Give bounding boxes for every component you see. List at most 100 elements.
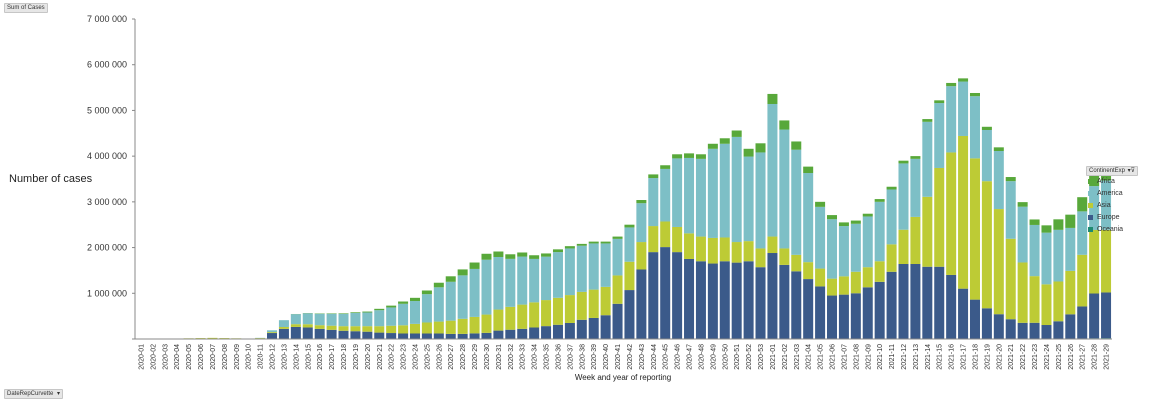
x-tick-label: 2020-01	[138, 344, 145, 370]
x-tick-label: 2020-32	[508, 344, 515, 370]
bar-america-2020-22	[386, 307, 397, 326]
bar-europe-2021-12	[898, 263, 909, 339]
bar-asia-2020-49	[707, 237, 718, 264]
bar-asia-2020-29	[469, 316, 480, 334]
bar-africa-2020-27	[445, 276, 456, 282]
bar-america-2020-17	[326, 313, 337, 326]
x-tick-label: 2020-24	[412, 344, 419, 370]
bar-america-2021-09	[862, 216, 873, 268]
bar-europe-2020-52	[743, 261, 754, 339]
bar-europe-2021-21	[1005, 319, 1016, 339]
bar-africa-2020-30	[481, 253, 492, 260]
bar-america-2021-02	[779, 129, 790, 249]
bar-america-2021-08	[850, 223, 861, 272]
y-tick-label: 6 000 000	[87, 60, 127, 70]
continent-filter-label: ContinentExp	[1089, 168, 1126, 174]
bar-asia-2020-34	[529, 302, 540, 328]
bar-asia-2021-24	[1041, 284, 1052, 326]
bar-europe-2020-15	[302, 327, 313, 339]
bar-africa-2020-48	[695, 154, 706, 159]
legend-label: Oceania	[1097, 225, 1124, 233]
bar-europe-2020-29	[469, 333, 480, 339]
bar-asia-2021-05	[815, 268, 826, 287]
bar-europe-2020-21	[374, 332, 385, 339]
date-field-button[interactable]: DateRepCurvette ▾	[4, 389, 64, 399]
y-tick-label: 2 000 000	[87, 243, 127, 253]
bar-africa-2021-17	[958, 78, 969, 82]
bar-africa-2020-33	[517, 252, 528, 257]
bar-africa-2021-10	[874, 199, 885, 202]
bar-europe-2020-36	[552, 324, 563, 339]
bar-europe-2021-19	[981, 308, 992, 339]
bar-asia-2020-38	[576, 291, 587, 320]
bar-europe-2020-38	[576, 319, 587, 339]
bar-africa-2021-19	[981, 126, 992, 130]
bar-europe-2020-46	[672, 252, 683, 339]
continent-filter-button[interactable]: ContinentExp ▾⊽	[1086, 166, 1138, 176]
bar-africa-2020-29	[469, 262, 480, 269]
bar-africa-2021-21	[1005, 177, 1016, 182]
bar-america-2020-15	[302, 313, 313, 325]
bar-africa-2021-23	[1029, 219, 1040, 225]
bar-africa-2020-38	[576, 243, 587, 246]
bar-europe-2020-49	[707, 263, 718, 339]
bar-europe-2020-19	[350, 331, 361, 339]
bar-asia-2021-12	[898, 229, 909, 264]
bar-africa-2021-08	[850, 220, 861, 224]
bar-africa-2021-12	[898, 160, 909, 164]
bar-america-2020-30	[481, 259, 492, 315]
bar-africa-2020-53	[755, 143, 766, 153]
bar-asia-2020-45	[660, 221, 671, 248]
bar-america-2020-28	[457, 275, 468, 319]
bar-america-2021-06	[827, 219, 838, 279]
bar-europe-2020-16	[314, 328, 325, 339]
x-tick-label: 2020-16	[317, 344, 324, 370]
x-tick-label: 2021-27	[1080, 344, 1087, 370]
bar-america-2020-42	[624, 227, 635, 262]
legend-swatch	[1088, 178, 1093, 184]
bar-europe-2021-25	[1053, 321, 1064, 339]
bar-america-2020-16	[314, 313, 325, 326]
x-tick-label: 2020-44	[651, 344, 658, 370]
bar-europe-2021-10	[874, 281, 885, 339]
x-tick-label: 2020-47	[687, 344, 694, 370]
sum-of-cases-field-button[interactable]: Sum of Cases	[4, 3, 48, 13]
bar-europe-2020-42	[624, 290, 635, 339]
bar-europe-2021-05	[815, 286, 826, 339]
bar-asia-2021-29	[1101, 229, 1112, 293]
x-tick-label: 2020-06	[198, 344, 205, 370]
bar-africa-2021-16	[946, 82, 957, 87]
x-tick-label: 2020-50	[722, 344, 729, 370]
x-tick-label: 2020-13	[281, 344, 288, 370]
bar-america-2020-45	[660, 168, 671, 222]
bar-asia-2021-04	[803, 262, 814, 280]
x-tick-label: 2021-24	[1044, 344, 1051, 370]
x-tick-label: 2021-20	[996, 344, 1003, 370]
bar-america-2020-27	[445, 281, 456, 321]
bar-america-2020-32	[505, 258, 516, 307]
x-tick-label: 2021-05	[818, 344, 825, 370]
bar-america-2020-46	[672, 158, 683, 227]
bar-asia-2021-11	[886, 244, 897, 272]
bar-asia-2020-28	[457, 318, 468, 334]
bar-america-2021-20	[993, 151, 1004, 210]
bar-africa-2020-26	[433, 282, 444, 288]
bar-europe-2021-03	[791, 271, 802, 339]
bar-asia-2021-27	[1077, 254, 1088, 307]
bar-europe-2021-13	[910, 263, 921, 339]
bar-africa-2021-07	[838, 222, 849, 227]
bar-america-2020-33	[517, 256, 528, 305]
bar-europe-2020-40	[600, 315, 611, 339]
x-tick-label: 2020-14	[293, 344, 300, 370]
bar-africa-2020-43	[636, 200, 647, 204]
bar-asia-2020-37	[564, 295, 575, 323]
x-tick-label: 2020-20	[365, 344, 372, 370]
x-tick-label: 2020-33	[520, 344, 527, 370]
bar-europe-2021-01	[767, 253, 778, 339]
x-tick-label: 2020-02	[150, 344, 157, 370]
bar-africa-2021-22	[1017, 202, 1028, 207]
bar-asia-2020-51	[731, 242, 742, 263]
bar-asia-2020-15	[302, 324, 313, 328]
x-tick-label: 2021-19	[984, 344, 991, 370]
